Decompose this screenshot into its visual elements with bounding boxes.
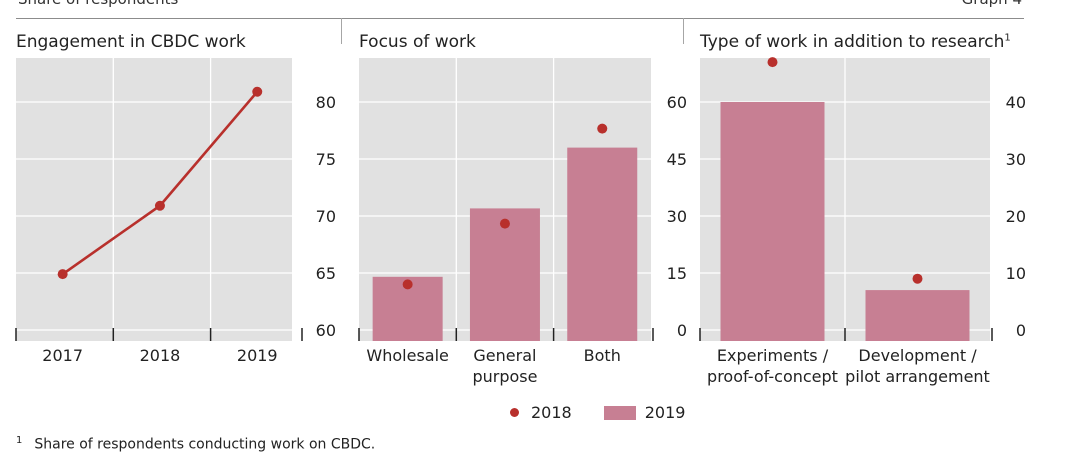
x-tick-label: Development / [858, 346, 977, 365]
legend-dot-2018 [510, 408, 519, 417]
y-tick-label: 40 [1006, 93, 1026, 112]
legend-label-2018: 2018 [531, 403, 572, 422]
x-tick-label: 2017 [42, 346, 83, 365]
panel-title-engagement: Engagement in CBDC work [16, 32, 246, 52]
top-rule: Share of respondents Graph 4 [16, 0, 1024, 19]
x-tick-label: pilot arrangement [845, 367, 990, 386]
x-tick-label: General [473, 346, 536, 365]
x-tick-label: 2019 [237, 346, 278, 365]
panel-title-focus: Focus of work [359, 32, 476, 52]
bar-2019 [567, 147, 638, 341]
graph-header-right: Graph 4 [962, 0, 1022, 8]
legend-label-2019: 2019 [644, 403, 686, 422]
y-tick-label: 80 [316, 93, 336, 112]
y-tick-label: 10 [1006, 264, 1026, 283]
y-tick-label: 60 [316, 321, 336, 340]
data-point [252, 86, 263, 97]
graph-header-left: Share of respondents [18, 0, 178, 8]
dot-2018 [912, 273, 923, 284]
footnote: 1 Share of respondents conducting work on… [16, 435, 375, 453]
y-tick-label: 65 [316, 264, 336, 283]
y-tick-label: 30 [1006, 150, 1026, 169]
x-tick-label: proof-of-concept [707, 367, 838, 386]
data-point [57, 269, 68, 280]
x-tick-label: 2018 [140, 346, 181, 365]
legend-swatch-2019 [603, 405, 636, 420]
panel-divider [341, 18, 342, 44]
panel-divider [683, 18, 684, 44]
legend: 2018 2019 [510, 403, 685, 422]
y-tick-label: 70 [316, 207, 336, 226]
y-tick-label: 20 [1006, 207, 1026, 226]
footnote-marker: 1 [1004, 32, 1011, 44]
y-tick-label: 0 [1016, 321, 1026, 340]
x-tick-label: Wholesale [366, 346, 448, 365]
dot-2018 [499, 218, 510, 229]
dot-2018 [402, 279, 413, 290]
y-tick-label: 30 [667, 207, 687, 226]
bar-2019 [469, 208, 540, 341]
y-tick-label: 45 [667, 150, 687, 169]
footnote-text: Share of respondents conducting work on … [34, 436, 376, 453]
panel-title-type-text: Type of work in addition to research [700, 32, 1005, 52]
y-tick-label: 15 [667, 264, 687, 283]
bar-2019 [720, 102, 825, 341]
footnote-marker: 1 [16, 435, 23, 446]
x-tick-label: purpose [472, 367, 537, 386]
data-point [154, 200, 165, 211]
y-tick-label: 60 [667, 93, 687, 112]
x-tick-label: Experiments / [717, 346, 829, 365]
dot-2018 [597, 123, 608, 134]
bar-2019 [865, 290, 970, 341]
panel-title-type: Type of work in addition to research1 [700, 32, 1011, 52]
dot-2018 [767, 57, 778, 68]
y-tick-label: 75 [316, 150, 336, 169]
y-tick-label: 0 [677, 321, 687, 340]
x-tick-label: Both [584, 346, 621, 365]
